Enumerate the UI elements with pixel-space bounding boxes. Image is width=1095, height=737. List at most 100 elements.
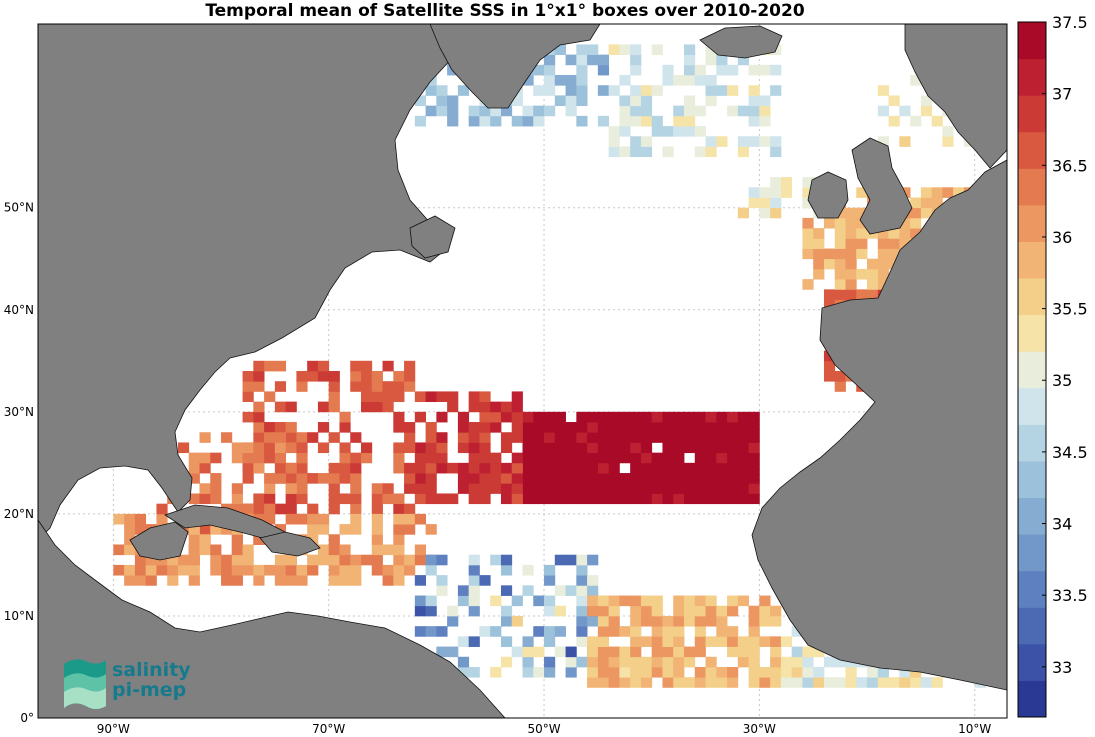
sss-cell bbox=[511, 483, 523, 494]
sss-cell bbox=[888, 238, 900, 249]
sss-cell bbox=[813, 248, 825, 260]
sss-cell bbox=[500, 462, 513, 474]
sss-cell bbox=[587, 473, 599, 484]
sss-cell bbox=[716, 442, 728, 454]
sss-cell bbox=[694, 595, 706, 607]
sss-cell bbox=[328, 381, 340, 392]
sss-cell bbox=[662, 75, 674, 86]
sss-cell bbox=[684, 95, 696, 107]
sss-cell bbox=[231, 544, 243, 556]
sss-cell bbox=[425, 105, 437, 117]
sss-cell bbox=[404, 524, 416, 535]
sss-cell bbox=[587, 656, 599, 668]
sss-cell bbox=[544, 54, 556, 66]
sss-cell bbox=[188, 564, 200, 576]
sss-cell bbox=[920, 677, 933, 688]
sss-cell bbox=[479, 493, 491, 505]
sss-cell bbox=[608, 442, 620, 454]
sss-cell bbox=[727, 422, 739, 433]
sss-cell bbox=[328, 503, 340, 515]
sss-cell bbox=[414, 462, 426, 474]
sss-cell bbox=[307, 554, 319, 566]
sss-cell bbox=[694, 442, 706, 454]
sss-cell bbox=[425, 442, 437, 454]
sss-cell bbox=[479, 452, 491, 464]
sss-cell bbox=[371, 381, 383, 392]
sss-cell bbox=[931, 115, 943, 127]
sss-cell bbox=[124, 575, 136, 586]
sss-cell bbox=[371, 493, 383, 505]
sss-cell bbox=[942, 126, 954, 137]
sss-cell bbox=[544, 656, 556, 668]
colorbar-tick-labels: 33 33.5 34 34.5 35 35.5 36 36.5 37 37.5 bbox=[1042, 13, 1088, 677]
sss-cell bbox=[630, 85, 642, 96]
sss-cell bbox=[1072, 677, 1083, 688]
sss-cell bbox=[576, 422, 588, 433]
sss-cell bbox=[791, 656, 803, 668]
sss-cell bbox=[350, 524, 362, 535]
sss-cell bbox=[285, 554, 297, 566]
sss-cell bbox=[414, 554, 426, 566]
sss-cell bbox=[813, 666, 825, 678]
sss-cell bbox=[684, 411, 696, 423]
sss-cell bbox=[404, 554, 416, 566]
sss-cell bbox=[404, 462, 416, 474]
sss-cell bbox=[447, 391, 459, 403]
sss-cell bbox=[899, 136, 911, 147]
sss-cell bbox=[780, 636, 793, 647]
sss-cell bbox=[877, 136, 889, 147]
sss-cell bbox=[317, 442, 330, 454]
sss-cell bbox=[1007, 657, 1018, 668]
sss-cell bbox=[759, 197, 771, 209]
sss-cell bbox=[500, 105, 513, 117]
sss-cell bbox=[877, 677, 889, 688]
map-frame bbox=[37, 23, 1008, 719]
sss-cell bbox=[953, 187, 965, 198]
sss-cell bbox=[210, 554, 222, 566]
sss-cell bbox=[931, 197, 943, 209]
sss-cell bbox=[274, 554, 287, 566]
logo-text-salinity: salinity bbox=[112, 659, 191, 681]
sss-cell bbox=[770, 207, 782, 219]
sss-cell bbox=[770, 677, 782, 688]
sss-cell bbox=[694, 473, 706, 484]
sss-cell bbox=[834, 258, 846, 270]
sss-cell bbox=[576, 554, 588, 566]
sss-cell bbox=[425, 554, 437, 566]
sss-cell bbox=[544, 422, 556, 433]
sss-cell bbox=[716, 626, 728, 637]
sss-cell bbox=[371, 391, 383, 403]
sss-cell bbox=[834, 677, 846, 688]
sss-cell bbox=[393, 493, 405, 505]
sss-cell bbox=[339, 544, 351, 556]
sss-cell bbox=[533, 666, 545, 678]
colorbar-tick-label: 35 bbox=[1052, 371, 1072, 390]
sss-cell bbox=[221, 554, 233, 566]
lon-tick-label: 30°W bbox=[743, 722, 776, 736]
sss-cell bbox=[242, 544, 254, 556]
sss-cell bbox=[888, 248, 900, 260]
sss-cell bbox=[199, 524, 211, 535]
sss-cell bbox=[285, 432, 297, 443]
sss-cell bbox=[845, 207, 857, 219]
sss-cell bbox=[640, 473, 653, 484]
sss-cell bbox=[199, 534, 211, 545]
sss-cell bbox=[199, 544, 211, 556]
sss-cell bbox=[522, 442, 534, 454]
sss-cell bbox=[597, 85, 610, 96]
sss-cell bbox=[371, 401, 383, 413]
sss-cell bbox=[640, 95, 653, 107]
sss-cell bbox=[285, 575, 297, 586]
sss-cell bbox=[414, 595, 426, 607]
sss-cell bbox=[565, 585, 577, 596]
sss-cell bbox=[608, 605, 620, 617]
sss-cell bbox=[425, 462, 437, 474]
sss-cell bbox=[619, 95, 631, 107]
sss-cell bbox=[899, 238, 911, 249]
sss-cell bbox=[296, 442, 308, 454]
sss-cell bbox=[694, 605, 706, 617]
sss-cell bbox=[350, 575, 362, 586]
sss-cell bbox=[500, 442, 513, 454]
sss-cell bbox=[823, 656, 836, 668]
sss-cell bbox=[673, 105, 685, 117]
